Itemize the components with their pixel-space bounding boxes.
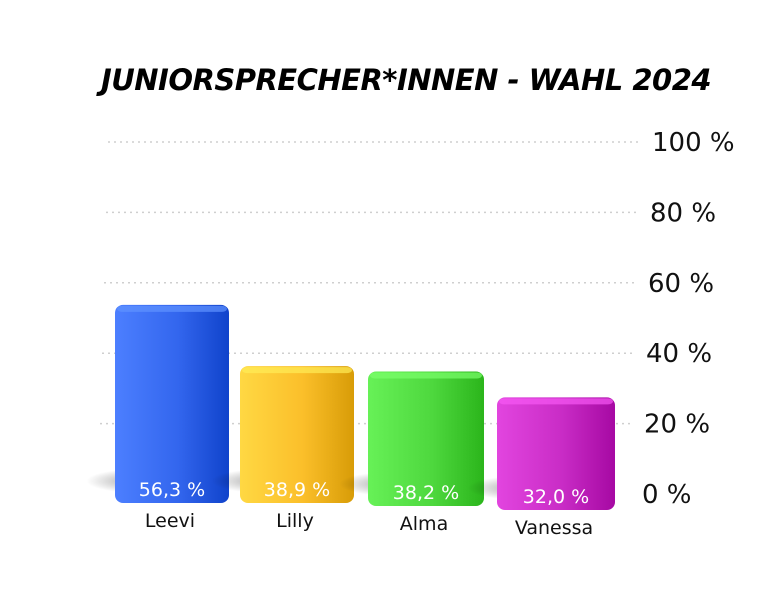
y-tick-label: 100 % [652,128,735,158]
bar-leevi [115,304,229,503]
bar-vanessa [497,397,615,510]
bar-lilly [240,366,354,503]
category-label: Vanessa [515,517,593,539]
bar-alma [368,371,484,506]
category-label: Leevi [145,510,195,532]
bar-top-highlight [242,367,352,374]
chart-title: JUNIORSPRECHER*INNEN - WAHL 2024 [96,63,711,97]
bar-top-highlight [117,305,227,312]
y-tick-label: 20 % [644,410,710,440]
category-label: Lilly [276,510,314,532]
y-tick-label: 80 % [650,198,716,228]
grid-layer [100,141,640,425]
bar-value-label: 32,0 % [523,486,589,508]
category-labels: Leevi Lilly Alma Vanessa [145,510,593,539]
bar-top-highlight [499,398,613,405]
bar-layer: 56,3 % 38,9 % 38,2 % 32,0 % [86,304,615,510]
y-tick-label: 0 % [642,480,692,510]
y-tick-label: 40 % [646,339,712,369]
bar-value-label: 38,2 % [393,482,459,504]
bar-value-label: 56,3 % [139,479,205,501]
bar-top-highlight [370,372,482,379]
bar-value-label: 38,9 % [264,479,330,501]
y-tick-label: 60 % [648,269,714,299]
category-label: Alma [400,513,448,535]
y-axis-ticks: 0 % 20 % 40 % 60 % 80 % 100 % [642,128,735,510]
